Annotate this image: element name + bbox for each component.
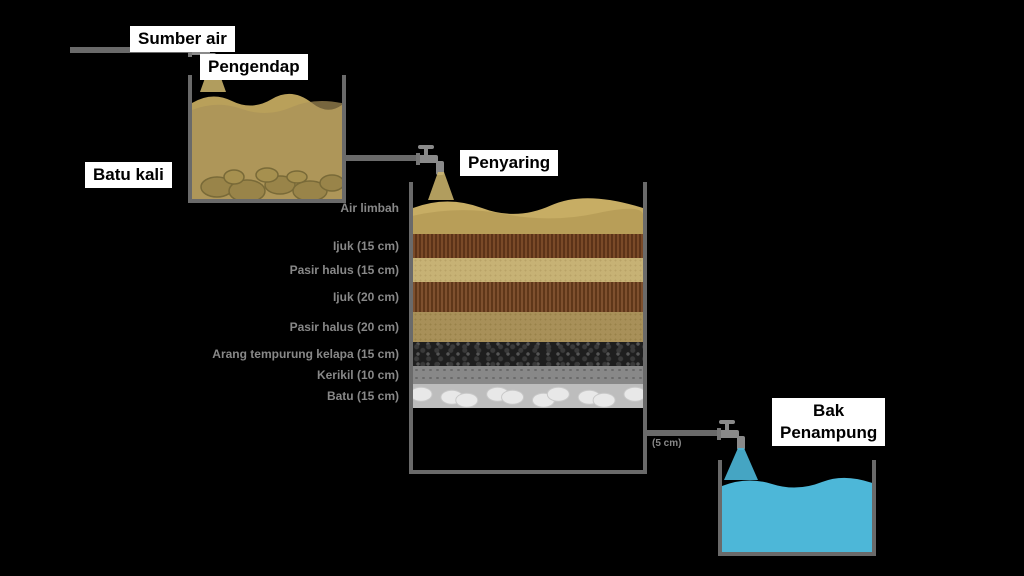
filter-layer-label-5: Arang tempurung kelapa (15 cm): [0, 347, 399, 361]
pipe-settling-filter: [346, 155, 418, 161]
filter-layer-7: [413, 384, 643, 408]
tank-filter: [409, 182, 647, 474]
filter-layer-5: [413, 342, 643, 366]
filter-layer-label-7: Batu (15 cm): [0, 389, 399, 403]
label-filter: Penyaring: [460, 150, 558, 176]
filter-layer-label-1: Ijuk (15 cm): [0, 239, 399, 253]
label-gap: (5 cm): [652, 438, 681, 449]
filter-layer-1: [413, 234, 643, 258]
filter-layer-6: [413, 366, 643, 384]
filter-layer-label-6: Kerikil (10 cm): [0, 368, 399, 382]
pipe-filter-collector: [647, 430, 719, 436]
label-collector-l2: Penampung: [780, 423, 877, 442]
label-river-stone: Batu kali: [85, 162, 172, 188]
filter-layer-label-3: Ijuk (20 cm): [0, 290, 399, 304]
label-collector-l1: Bak: [813, 401, 844, 420]
filter-layer-label-4: Pasir halus (20 cm): [0, 320, 399, 334]
filter-layer-4: [413, 312, 643, 342]
filter-layer-3: [413, 282, 643, 312]
label-settling: Pengendap: [200, 54, 308, 80]
filter-layer-0: [413, 182, 643, 234]
tank-collector: [718, 460, 876, 556]
label-source: Sumber air: [130, 26, 235, 52]
filter-layer-2: [413, 258, 643, 282]
filter-layer-label-2: Pasir halus (15 cm): [0, 263, 399, 277]
tank-settling: [188, 75, 346, 203]
filter-layer-label-0: Air limbah: [0, 201, 399, 215]
label-collector: Bak Penampung: [772, 398, 885, 446]
